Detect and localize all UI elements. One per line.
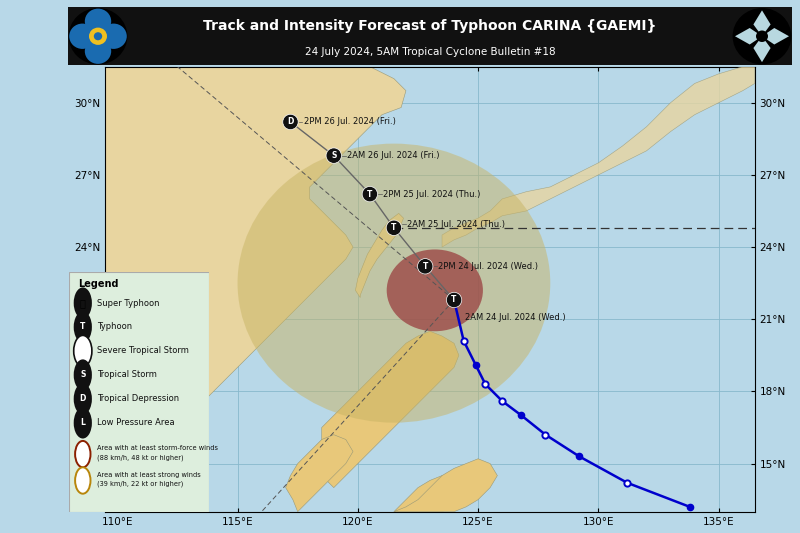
Ellipse shape xyxy=(386,249,483,331)
Circle shape xyxy=(446,292,462,308)
FancyBboxPatch shape xyxy=(69,272,209,512)
Ellipse shape xyxy=(238,143,550,423)
Polygon shape xyxy=(286,435,353,512)
Polygon shape xyxy=(394,475,466,512)
Circle shape xyxy=(74,311,92,343)
Circle shape xyxy=(362,187,378,202)
Text: Low Pressure Area: Low Pressure Area xyxy=(97,418,174,427)
Text: T: T xyxy=(422,262,428,271)
Text: 2PM 25 Jul. 2024 (Thu.): 2PM 25 Jul. 2024 (Thu.) xyxy=(383,190,481,199)
Text: 2PM 24 Jul. 2024 (Wed.): 2PM 24 Jul. 2024 (Wed.) xyxy=(438,262,538,271)
Text: 2PM 26 Jul. 2024 (Fri.): 2PM 26 Jul. 2024 (Fri.) xyxy=(304,117,395,126)
Text: Typhoon: Typhoon xyxy=(97,322,132,332)
Text: (88 km/h, 48 kt or higher): (88 km/h, 48 kt or higher) xyxy=(97,455,183,461)
Polygon shape xyxy=(355,213,403,297)
Polygon shape xyxy=(317,331,459,488)
Text: Tropical Depression: Tropical Depression xyxy=(97,394,179,403)
Text: T: T xyxy=(451,295,457,304)
Text: 2AM 24 Jul. 2024 (Wed.): 2AM 24 Jul. 2024 (Wed.) xyxy=(465,313,566,322)
Text: (39 km/h, 22 kt or higher): (39 km/h, 22 kt or higher) xyxy=(97,481,183,487)
Circle shape xyxy=(101,23,127,49)
Text: Tropical Storm: Tropical Storm xyxy=(97,370,157,379)
Polygon shape xyxy=(762,28,789,44)
Circle shape xyxy=(89,28,107,45)
Text: 24 July 2024, 5AM Tropical Cyclone Bulletin #18: 24 July 2024, 5AM Tropical Cyclone Bulle… xyxy=(305,47,555,58)
Polygon shape xyxy=(394,459,498,512)
Polygon shape xyxy=(442,67,754,247)
Text: Area with at least storm-force winds: Area with at least storm-force winds xyxy=(97,445,218,451)
Circle shape xyxy=(282,114,298,130)
Text: 🌀: 🌀 xyxy=(80,298,86,308)
Text: Severe Tropical Storm: Severe Tropical Storm xyxy=(97,346,189,356)
Circle shape xyxy=(69,8,127,64)
Text: T: T xyxy=(391,223,397,232)
Circle shape xyxy=(85,38,111,64)
Text: L: L xyxy=(80,418,86,427)
Circle shape xyxy=(74,383,92,415)
Circle shape xyxy=(386,220,402,236)
Circle shape xyxy=(94,32,102,41)
Circle shape xyxy=(756,30,768,42)
Circle shape xyxy=(74,335,92,367)
Circle shape xyxy=(70,23,96,49)
Circle shape xyxy=(74,287,92,319)
Text: Legend: Legend xyxy=(78,279,119,289)
FancyBboxPatch shape xyxy=(68,7,792,65)
Text: Area with at least strong winds: Area with at least strong winds xyxy=(97,472,201,478)
Circle shape xyxy=(326,148,342,163)
Circle shape xyxy=(74,407,92,439)
Text: Super Typhoon: Super Typhoon xyxy=(97,298,159,308)
Text: D: D xyxy=(287,117,294,126)
Text: 2AM 26 Jul. 2024 (Fri.): 2AM 26 Jul. 2024 (Fri.) xyxy=(347,151,439,160)
Text: S: S xyxy=(331,151,337,160)
Text: T: T xyxy=(367,190,373,199)
Circle shape xyxy=(733,8,791,64)
Text: T: T xyxy=(80,322,86,332)
Polygon shape xyxy=(106,67,406,464)
Polygon shape xyxy=(735,28,762,44)
Text: S: S xyxy=(80,370,86,379)
Polygon shape xyxy=(754,36,770,62)
Text: 2AM 25 Jul. 2024 (Thu.): 2AM 25 Jul. 2024 (Thu.) xyxy=(407,220,505,229)
Polygon shape xyxy=(754,10,770,36)
Circle shape xyxy=(75,467,90,494)
Circle shape xyxy=(85,9,111,34)
Text: D: D xyxy=(80,394,86,403)
Text: Track and Intensity Forecast of Typhoon CARINA {GAEMI}: Track and Intensity Forecast of Typhoon … xyxy=(203,19,657,33)
Circle shape xyxy=(75,441,90,467)
Circle shape xyxy=(74,359,92,391)
Circle shape xyxy=(418,259,433,274)
